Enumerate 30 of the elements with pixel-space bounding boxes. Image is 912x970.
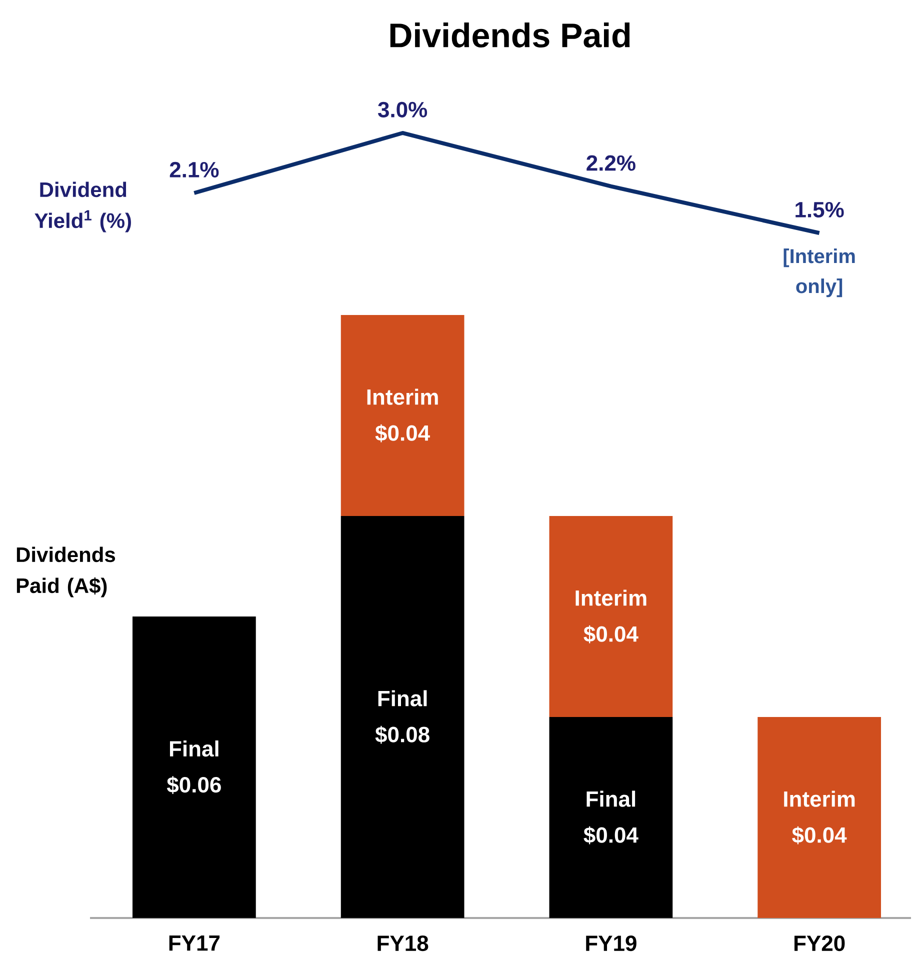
data-label: $0.08 [375,726,430,744]
x-tick-label: FY18 [378,936,428,952]
series-label: Interim [576,590,646,606]
text: Interim [367,388,438,405]
text: Final [586,790,636,807]
series-label: Final [170,740,218,757]
text: Interim [784,790,855,807]
data-label: 1.5% [796,202,844,218]
bar [340,516,464,918]
bar [758,717,881,918]
data-label: $0.04 [792,826,847,844]
data-label: 2.2% [586,155,636,171]
x-tick-label: FY17 [169,936,220,951]
data-label: 3.0% [378,102,428,118]
x-tick-label: FY20 [794,936,845,952]
data-label: $0.04 [584,826,638,844]
bar [549,717,673,918]
chart-title: Dividends Paid [390,22,630,48]
text: Final [378,690,427,706]
bar [132,616,256,918]
bar [549,516,673,717]
bar [340,315,464,516]
data-label: $0.04 [375,424,430,442]
text: Dividend Yield$^{1}$ (%) [34,182,131,232]
annotation: [Interim only] [784,248,855,298]
x-tick-label: FY19 [586,936,636,952]
y-axis-title: Dividends Paid (A$) [16,546,116,598]
data-label: 2.1% [170,162,219,178]
data-label: $0.06 [166,776,221,794]
data-label: $0.04 [584,625,638,644]
